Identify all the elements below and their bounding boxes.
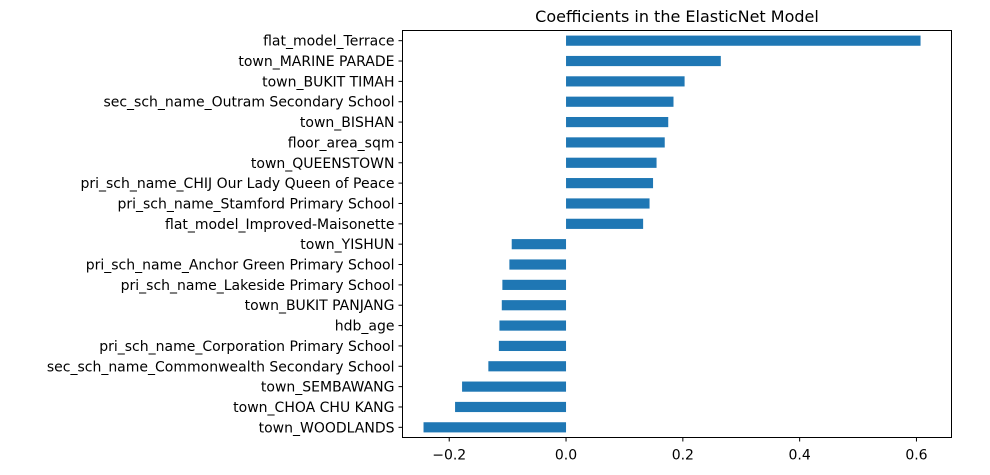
bar	[566, 35, 921, 46]
y-tick-label: town_YISHUN	[300, 237, 394, 253]
y-tick-label: pri_sch_name_Anchor Green Primary School	[86, 258, 395, 274]
bar	[488, 361, 567, 372]
y-tick-label: town_BUKIT PANJANG	[245, 298, 395, 314]
plot-frame	[402, 30, 952, 438]
y-tick-label: floor_area_sqm	[288, 135, 395, 151]
bar	[455, 401, 567, 413]
bar	[511, 239, 567, 250]
bar	[566, 96, 674, 107]
y-tick-label: pri_sch_name_Corporation Primary School	[99, 339, 394, 355]
y-tick-label: town_BISHAN	[300, 115, 395, 131]
bar	[566, 137, 665, 148]
y-tick-label: town_SEMBAWANG	[261, 380, 395, 396]
y-tick-label: town_QUEENSTOWN	[251, 156, 395, 172]
y-tick-label: hdb_age	[335, 319, 395, 335]
y-tick-label: sec_sch_name_Outram Secondary School	[103, 95, 394, 111]
bar	[566, 218, 644, 229]
y-axis: flat_model_Terrace town_MARINE PARADE town…	[47, 34, 403, 436]
x-tick-label: 0.2	[672, 448, 694, 464]
x-axis: −0.2 0.0 0.2 0.4 0.6	[432, 437, 928, 464]
bar	[566, 157, 657, 168]
y-tick-label: town_CHOA CHU KANG	[233, 400, 394, 416]
y-tick-label: town_MARINE PARADE	[238, 54, 394, 70]
x-tick-label: −0.2	[432, 448, 466, 464]
bar	[462, 381, 567, 392]
y-tick-label: flat_model_Improved-Maisonette	[165, 217, 394, 233]
y-tick-label: sec_sch_name_Commonwealth Secondary Scho…	[47, 359, 395, 375]
bar	[502, 279, 567, 290]
bar	[498, 340, 567, 352]
bar	[501, 300, 567, 311]
y-tick-label: town_WOODLANDS	[259, 420, 395, 436]
bar	[566, 198, 650, 209]
y-tick-label: pri_sch_name_Lakeside Primary School	[121, 278, 395, 294]
bar	[509, 259, 567, 270]
y-tick-label: flat_model_Terrace	[263, 34, 394, 50]
bar	[566, 116, 669, 128]
y-tick-label: pri_sch_name_CHIJ Our Lady Queen of Peac…	[80, 176, 394, 192]
x-tick-label: 0.4	[789, 448, 811, 464]
bar	[566, 178, 654, 189]
x-tick-label: 0.0	[555, 448, 577, 464]
bar	[499, 320, 567, 331]
bar	[423, 422, 567, 433]
x-tick-label: 0.6	[905, 448, 927, 464]
y-tick-label: town_BUKIT TIMAH	[262, 74, 394, 90]
bars-group	[423, 35, 921, 433]
bar	[566, 76, 685, 87]
chart-title: Coefficients in the ElasticNet Model	[535, 7, 819, 26]
y-tick-label: pri_sch_name_Stamford Primary School	[117, 196, 394, 212]
bar	[566, 55, 721, 67]
